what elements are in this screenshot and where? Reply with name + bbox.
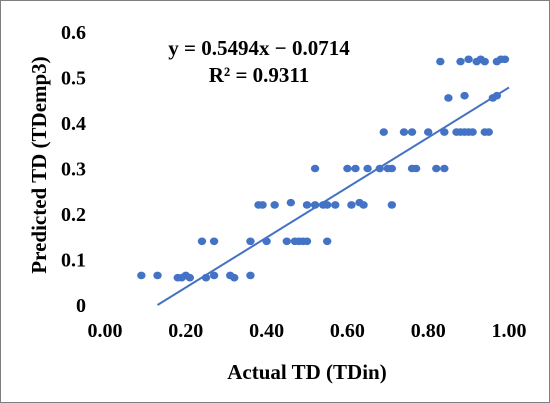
data-point xyxy=(460,91,469,100)
trendline xyxy=(156,86,510,306)
data-point xyxy=(310,164,320,173)
data-point xyxy=(209,271,219,280)
data-point xyxy=(379,128,388,136)
data-point xyxy=(323,237,332,246)
x-tick-label: 0.20 xyxy=(168,320,203,342)
y-tick-label: 0.6 xyxy=(61,22,86,44)
data-point xyxy=(262,237,271,246)
data-point xyxy=(347,201,356,209)
x-axis-title: Actual TD (TDin) xyxy=(227,360,386,384)
data-point xyxy=(286,198,296,207)
data-point xyxy=(323,201,332,209)
data-point xyxy=(209,237,219,246)
data-point xyxy=(363,164,372,173)
data-point xyxy=(387,201,397,209)
r-squared-label: R² = 0.9311 xyxy=(209,63,310,87)
data-point xyxy=(432,164,441,173)
y-tick-label: 0.1 xyxy=(61,250,86,272)
data-point xyxy=(359,201,368,209)
data-point xyxy=(230,273,239,282)
data-point xyxy=(282,237,291,246)
y-tick-label: 0 xyxy=(76,295,86,317)
x-tick-label: 0.60 xyxy=(330,320,365,342)
data-point xyxy=(270,201,279,209)
data-point xyxy=(331,201,340,209)
data-point xyxy=(387,164,397,173)
data-point xyxy=(197,237,207,246)
data-point xyxy=(468,128,477,136)
data-point xyxy=(464,55,473,64)
data-point xyxy=(343,164,352,173)
data-point xyxy=(246,237,255,246)
y-tick-label: 0.3 xyxy=(61,159,86,181)
x-tick-label: 0.00 xyxy=(88,320,123,342)
y-tick-label: 0.2 xyxy=(61,204,86,226)
data-point xyxy=(351,164,360,173)
data-point xyxy=(480,57,489,66)
data-point xyxy=(456,57,465,66)
data-point xyxy=(310,201,320,209)
data-point xyxy=(436,57,445,66)
data-point xyxy=(399,128,409,136)
x-tick-label: 1.00 xyxy=(492,320,527,342)
data-point xyxy=(201,273,211,282)
data-point xyxy=(440,128,449,136)
data-point xyxy=(407,128,417,136)
data-point xyxy=(484,128,493,136)
data-point xyxy=(246,271,255,280)
data-point xyxy=(375,164,384,173)
data-point xyxy=(137,271,146,280)
x-tick-label: 0.40 xyxy=(249,320,284,342)
data-point xyxy=(492,91,502,100)
x-tick-label: 0.80 xyxy=(411,320,446,342)
data-point xyxy=(500,55,510,64)
data-point xyxy=(258,201,267,209)
y-tick-label: 0.5 xyxy=(61,68,86,90)
y-tick-label: 0.4 xyxy=(61,113,86,135)
data-point xyxy=(302,237,312,246)
data-point xyxy=(444,94,453,102)
data-point xyxy=(153,271,162,280)
data-point xyxy=(424,128,433,136)
data-point xyxy=(440,164,449,173)
data-point xyxy=(302,201,312,209)
data-point xyxy=(185,273,195,282)
trendline-equation: y = 0.5494x − 0.0714 xyxy=(168,36,350,60)
data-point xyxy=(411,164,421,173)
y-axis-title: Predicted TD (TDemp3) xyxy=(27,56,51,273)
